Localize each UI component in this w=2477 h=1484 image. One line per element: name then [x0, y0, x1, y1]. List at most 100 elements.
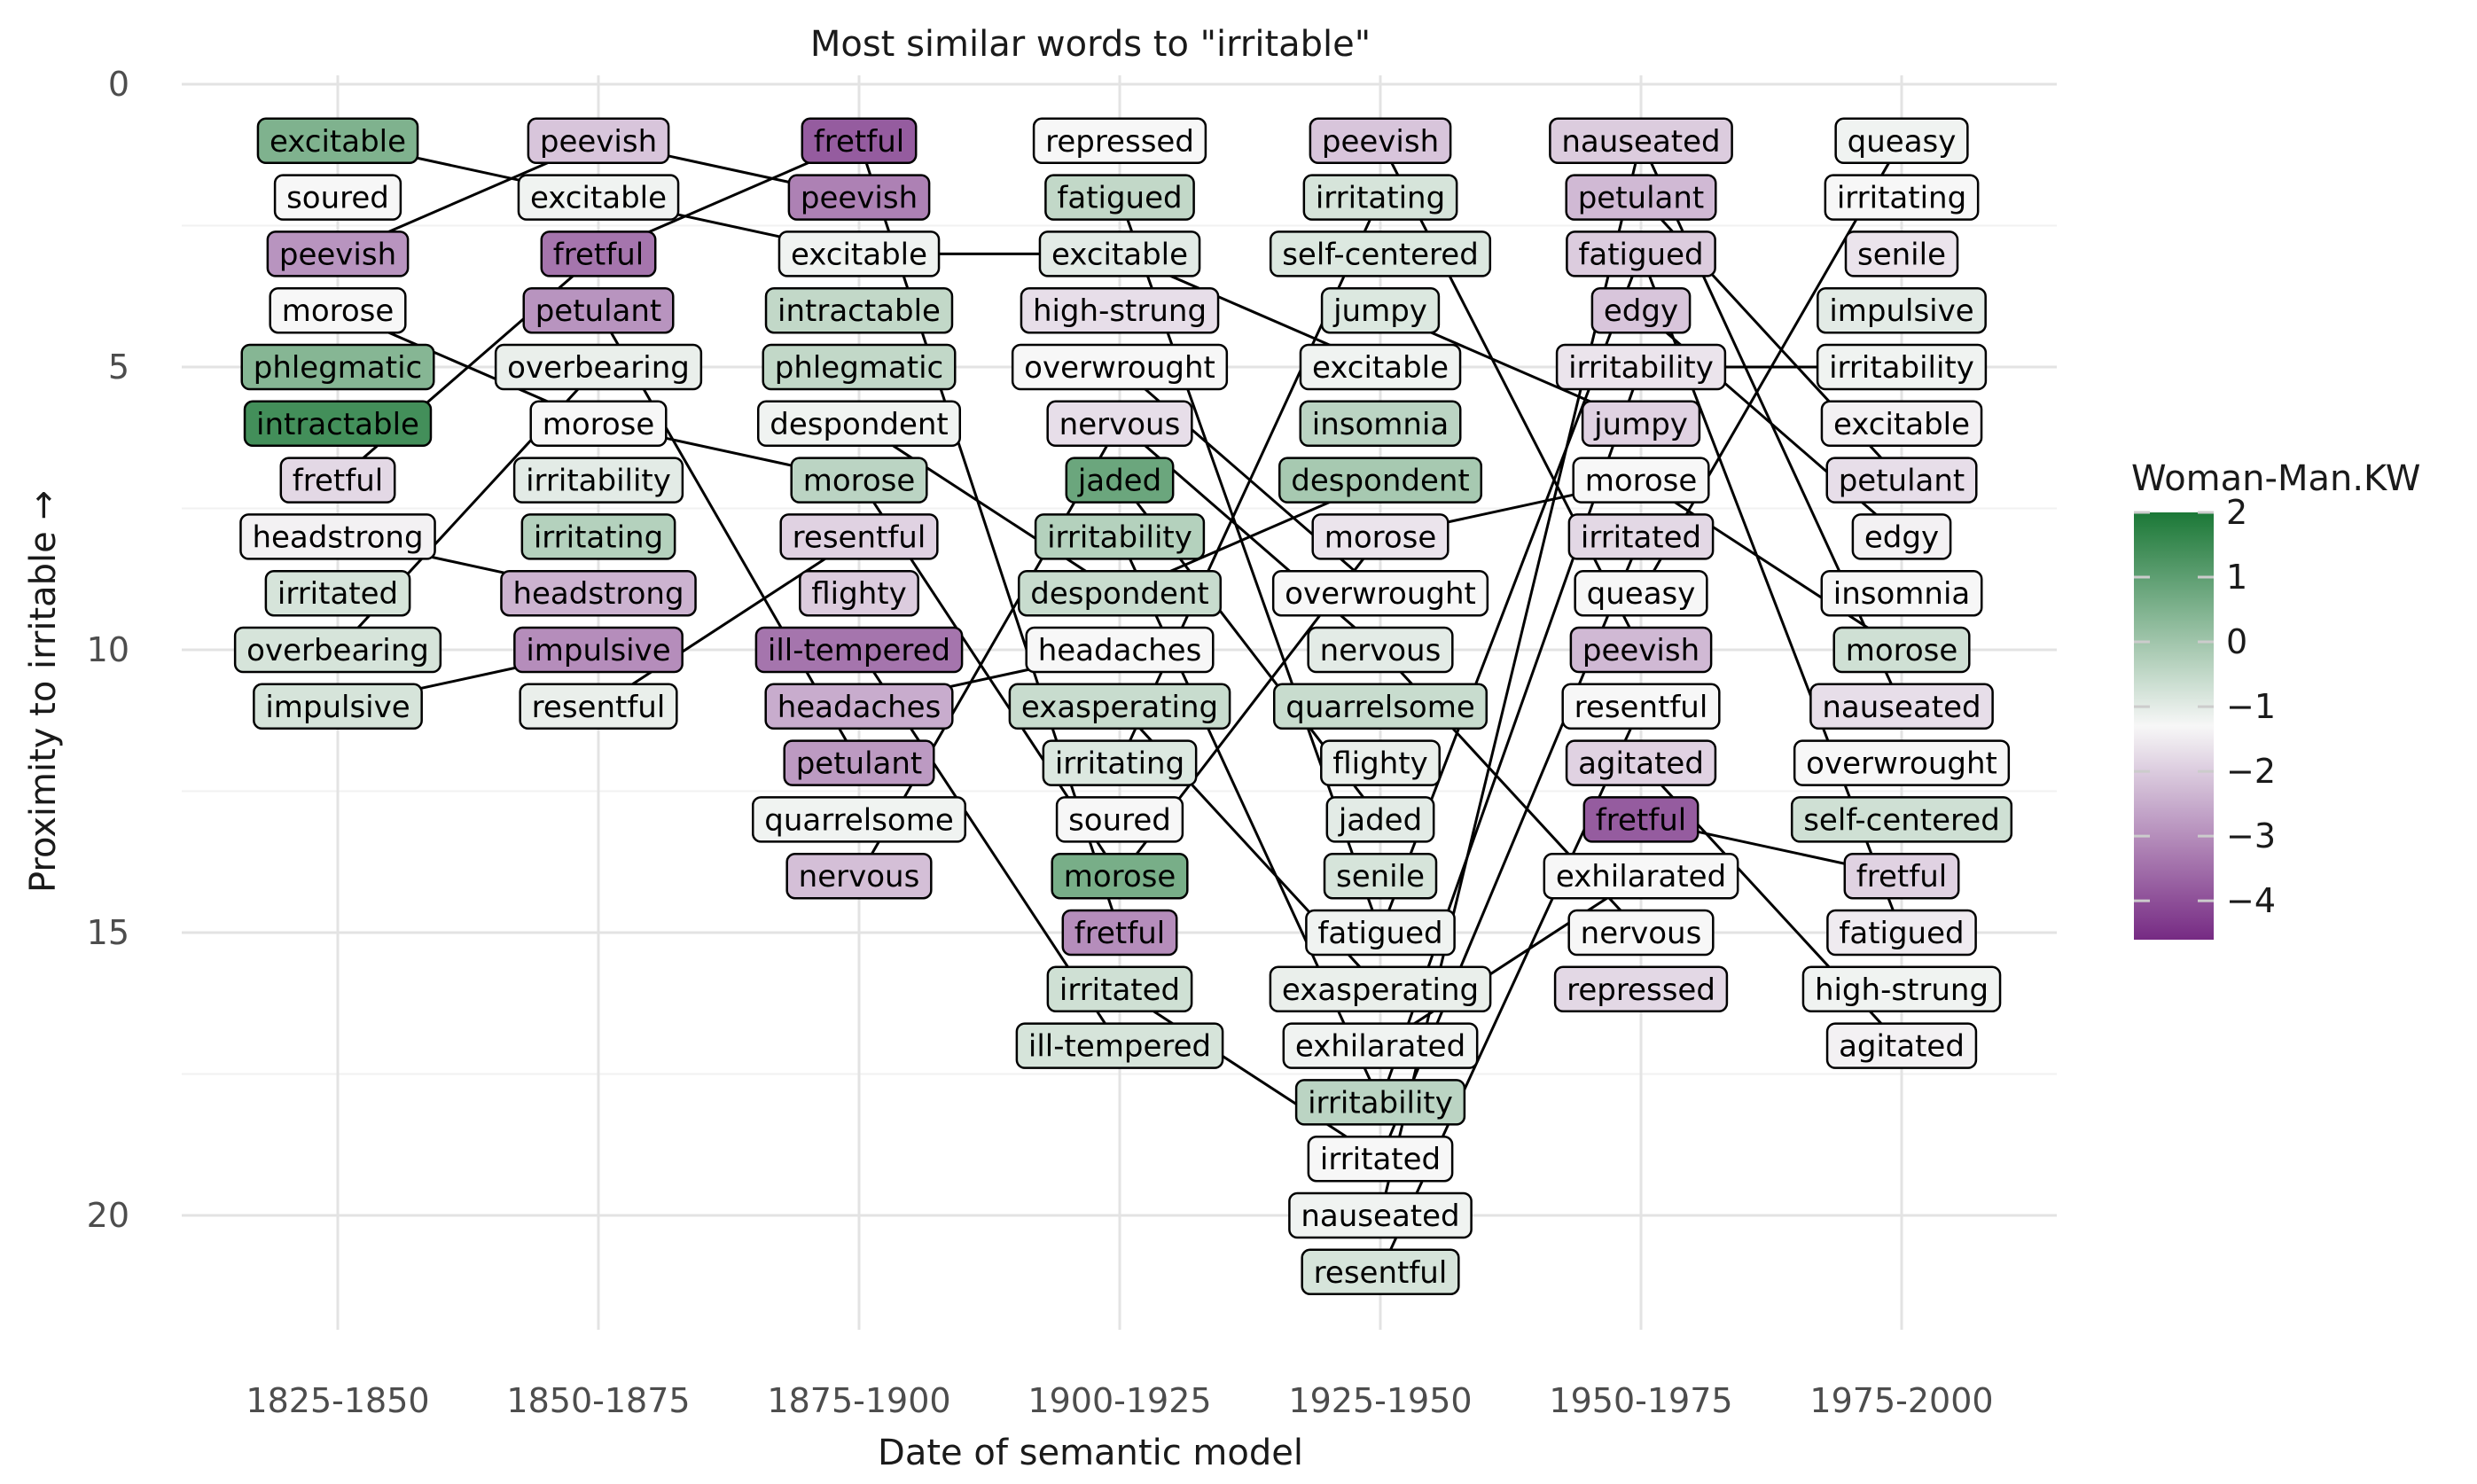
word-label-box [517, 174, 680, 221]
word-label-text: agitated [1578, 746, 1704, 782]
word-label-text: resentful [1574, 690, 1708, 725]
word-label-text: overwrought [1285, 576, 1476, 612]
word-label-text: high-strung [1815, 972, 1989, 1008]
word-label: morose [1572, 457, 1710, 504]
word-label-text: overwrought [1806, 746, 1997, 782]
word-label: morose [1832, 626, 1971, 674]
word-label: resentful [1561, 683, 1721, 730]
word-link [1640, 479, 1903, 652]
word-label-text: impulsive [265, 690, 410, 725]
word-label-box [1051, 852, 1189, 900]
word-label: queasy [1834, 117, 1969, 165]
word-label-text: jumpy [1593, 407, 1688, 442]
word-label-box [754, 626, 964, 674]
x-axis-ticks: 1825-1850 1850-1875 1875-1900 1900-1925 1925… [246, 1381, 1993, 1420]
word-label: ill-tempered [1015, 1022, 1224, 1069]
word-label-text: peevish [279, 237, 396, 272]
word-label-text: nervous [799, 859, 920, 894]
word-label-text: jaded [1338, 802, 1422, 838]
word-label-box [1569, 626, 1713, 674]
word-label-text: high-strung [1033, 293, 1207, 329]
word-label: phlegmatic [240, 343, 435, 391]
word-label-box [512, 457, 684, 504]
word-label-text: petulant [1839, 464, 1965, 499]
word-label-text: insomnia [1312, 407, 1449, 442]
word-link [598, 535, 860, 708]
word-label: excitable [1820, 400, 1983, 448]
word-label: quarrelsome [752, 796, 966, 843]
word-label-text: intractable [777, 293, 941, 329]
word-label-box [1574, 569, 1708, 617]
word-label-text: excitable [1312, 350, 1449, 386]
word-label-box [1323, 852, 1438, 900]
word-label-box [1820, 400, 1983, 448]
word-label-text: petulant [1578, 181, 1705, 216]
word-label-text: despondent [770, 407, 949, 442]
word-label-box [1288, 1191, 1473, 1239]
x-tick-label: 1875-1900 [767, 1381, 950, 1420]
word-label-text: nervous [1059, 407, 1181, 442]
word-label-box [239, 513, 436, 560]
word-label-box [1015, 1022, 1224, 1069]
word-label: irritated [1046, 965, 1193, 1013]
word-label-text: exhilarated [1556, 859, 1726, 894]
word-label-text: overbearing [246, 633, 429, 668]
word-label-box [1269, 230, 1492, 277]
word-label: fretful [801, 117, 918, 165]
word-label: irritability [1555, 343, 1727, 391]
word-label: jumpy [1581, 400, 1701, 448]
word-label-text: morose [803, 464, 916, 499]
legend-tick-label: −4 [2226, 881, 2276, 920]
word-label: soured [273, 174, 402, 221]
word-label-text: ill-tempered [768, 633, 950, 668]
word-label: flighty [1320, 739, 1441, 786]
word-label-box [777, 230, 941, 277]
word-label: soured [1055, 796, 1184, 843]
word-label-box [1793, 739, 2011, 786]
x-tick-label: 1850-1875 [506, 1381, 690, 1420]
word-label-box [785, 852, 933, 900]
word-label-text: senile [1857, 237, 1946, 272]
word-label-box [1309, 117, 1452, 165]
word-label-text: repressed [1045, 124, 1194, 160]
word-label-box [519, 683, 678, 730]
word-label-text: phlegmatic [254, 350, 423, 386]
word-label: excitable [1299, 343, 1462, 391]
y-tick-label: 5 [108, 348, 129, 387]
word-label-box [529, 400, 668, 448]
word-label-box [1817, 286, 1987, 334]
word-label-text: intractable [256, 407, 419, 442]
word-label-box [1843, 852, 1960, 900]
word-label-text: despondent [1030, 576, 1209, 612]
word-label: excitable [256, 117, 419, 165]
word-link [858, 422, 1121, 595]
word-label: fatigued [1044, 174, 1195, 221]
word-label: overwrought [1793, 739, 2011, 786]
word-label-box [1008, 683, 1231, 730]
word-label-box [240, 343, 435, 391]
word-label-text: fretful [814, 124, 904, 160]
word-label-text: irritability [1308, 1085, 1453, 1121]
word-label-text: nervous [1320, 633, 1442, 668]
word-label-text: exasperating [1282, 972, 1479, 1008]
word-label-box [752, 796, 966, 843]
word-label-box [1278, 457, 1483, 504]
word-label-box [1305, 909, 1456, 957]
word-label-box [1325, 796, 1435, 843]
word-label-text: irritated [1059, 972, 1180, 1008]
word-label: flighty [799, 569, 919, 617]
word-label: overbearing [494, 343, 703, 391]
word-label-text: excitable [270, 124, 406, 160]
word-label-text: fatigued [1057, 181, 1182, 216]
word-label: nauseated [1288, 1191, 1473, 1239]
word-label: overbearing [233, 626, 442, 674]
word-label-text: peevish [540, 124, 657, 160]
word-label-text: fatigued [1578, 237, 1703, 272]
word-label-text: exhilarated [1295, 1029, 1465, 1065]
word-label: irritated [1567, 513, 1715, 560]
word-label: self-centered [1269, 230, 1492, 277]
word-label: jumpy [1320, 286, 1441, 334]
word-label-text: fretful [1074, 916, 1165, 951]
word-label-text: excitable [791, 237, 927, 272]
word-label-box [243, 400, 433, 448]
